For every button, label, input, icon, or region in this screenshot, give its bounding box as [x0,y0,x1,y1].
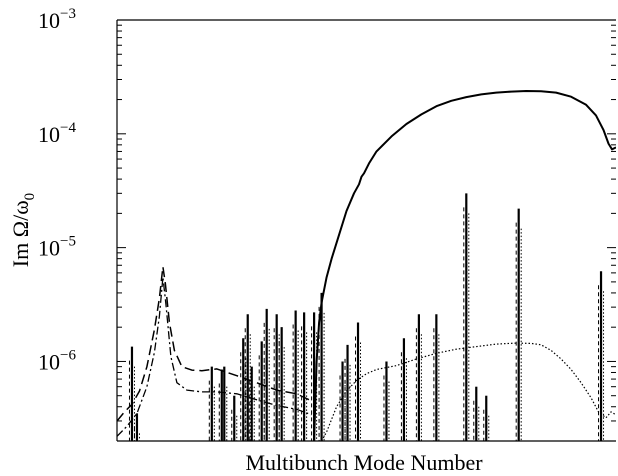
resonance-spike-11 [263,308,270,441]
resonance-spike-17 [318,292,325,441]
resonance-spike-14 [292,310,299,441]
y-tick-label-2: 10−4 [38,120,76,147]
series-line-4 [117,276,312,437]
y-tick-label-3: 10−5 [38,234,76,261]
resonance-spike-25 [463,193,470,441]
y-axis-label-sub: 0 [22,193,38,201]
resonance-spike-15 [301,312,308,441]
resonance-spike-28 [515,208,522,441]
series-line-2 [321,342,616,441]
y-tick-exponent-4: −6 [60,347,76,363]
tick-label-layer: 10−310−410−510−6 [38,6,76,374]
series-line-1 [313,90,616,441]
y-tick-base-1: 10 [38,8,60,33]
y-tick-label-1: 10−3 [38,6,76,33]
resonance-spike-19 [344,344,351,441]
y-axis-label-main: Im Ω/ω [8,200,33,267]
resonance-spike-21 [383,361,390,441]
resonance-spike-27 [483,395,490,441]
y-tick-base-4: 10 [38,349,60,374]
y-tick-exponent-2: −4 [60,120,76,136]
resonance-spike-6 [231,395,238,441]
resonance-spike-29 [598,271,605,441]
resonance-spike-8 [244,314,251,441]
y-tick-base-3: 10 [38,236,60,261]
resonance-spike-24 [433,314,440,441]
resonance-spike-2 [133,413,140,441]
resonance-spike-1 [128,346,135,441]
resonance-spike-22 [400,338,407,441]
resonance-spike-13 [278,327,285,441]
y-tick-base-2: 10 [38,122,60,147]
y-axis-label: Im Ω/ω0 [8,193,38,267]
y-tick-exponent-1: −3 [60,6,76,22]
series-line-3 [117,265,312,422]
resonance-spike-20 [355,322,362,441]
y-tick-label-4: 10−6 [38,347,76,374]
y-tick-exponent-3: −5 [60,234,76,250]
resonance-spike-23 [415,314,422,441]
resonance-spike-7 [240,338,247,441]
axes-layer [116,19,616,442]
resonance-spike-26 [473,386,480,441]
svg-text:Im Ω/ω0: Im Ω/ω0 [8,193,38,267]
resonance-spike-5 [221,366,228,441]
spike-layer [128,193,605,441]
resonance-spike-3 [208,366,215,441]
x-axis-label: Multibunch Mode Number [245,450,483,475]
resonance-spike-16 [311,312,318,441]
resonance-spike-9 [248,366,255,441]
series-layer [117,90,616,441]
